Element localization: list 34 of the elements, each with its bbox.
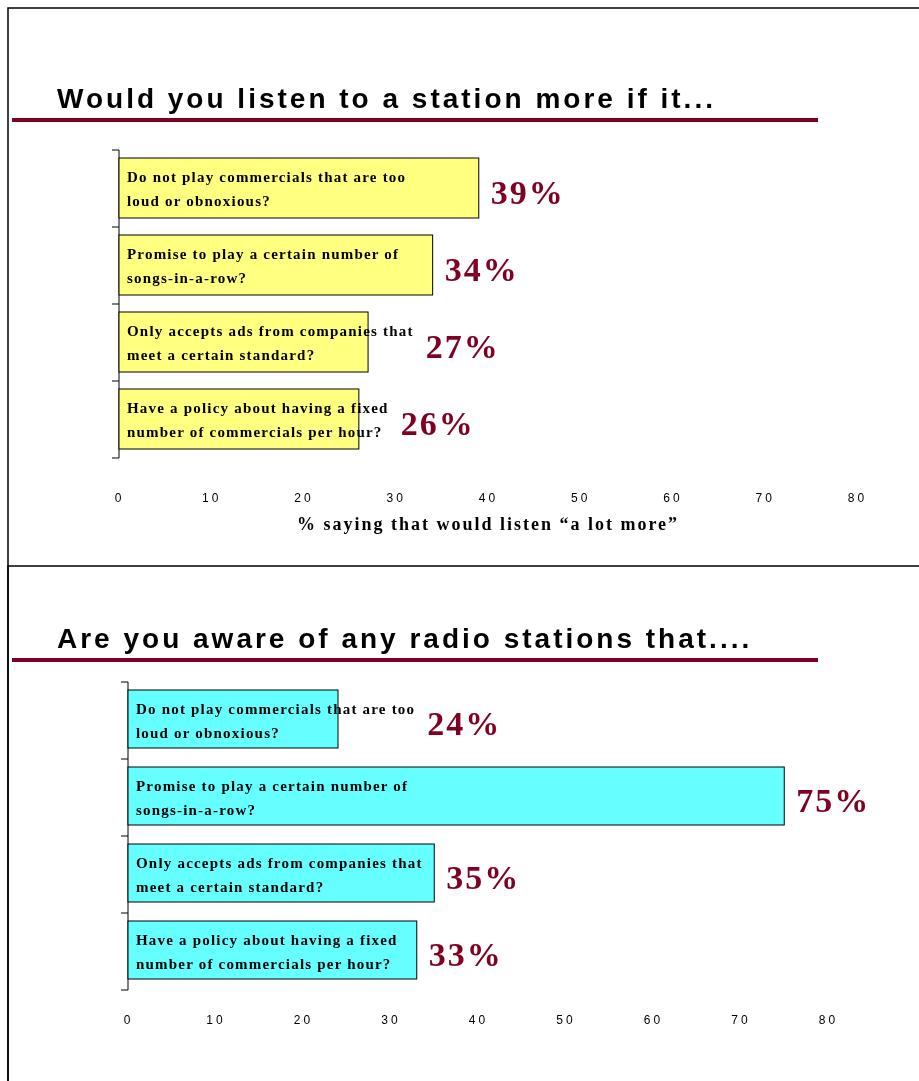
- data-label: 24%: [427, 705, 502, 742]
- x-tick-label: 80: [818, 1012, 839, 1027]
- x-tick-label: 30: [381, 1012, 401, 1027]
- x-tick-label: 50: [556, 1012, 576, 1027]
- data-label: 27%: [425, 328, 500, 365]
- x-tick-label: 0: [114, 490, 125, 505]
- x-axis-title: % saying that would listen “a lot more”: [296, 514, 680, 534]
- x-tick-label: 40: [468, 1012, 489, 1027]
- y-tick-label: Only accepts ads from companies that meet a certain standard?: [136, 855, 423, 895]
- x-tick-label: 60: [663, 490, 683, 505]
- x-tick-label: 70: [755, 490, 775, 505]
- data-label: 34%: [444, 251, 519, 288]
- y-tick-label: Promise to play a certain number of songs-in-a-row?: [136, 778, 409, 818]
- x-tick-label: 70: [731, 1012, 751, 1027]
- x-tick-label: 60: [643, 1012, 664, 1027]
- y-tick-label: Promise to play a certain number of songs-in-a-row?: [127, 246, 400, 286]
- x-tick-label: 0: [123, 1012, 134, 1027]
- data-label: 35%: [446, 859, 521, 896]
- x-tick-label: 30: [386, 490, 406, 505]
- x-tick-label: 80: [847, 490, 868, 505]
- chart-title: Are you aware of any radio stations that....: [57, 623, 753, 654]
- x-tick-label: 20: [293, 1012, 314, 1027]
- x-tick-label: 40: [478, 490, 499, 505]
- y-tick-label: Have a policy about having a fixed number of commercials per hour?: [136, 932, 398, 972]
- data-label: 75%: [796, 782, 871, 819]
- x-tick-label: 20: [294, 490, 314, 505]
- y-tick-label: Do not play commercials that are too loud or obnoxious?: [127, 169, 407, 209]
- x-tick-label: 50: [571, 490, 591, 505]
- data-label: 26%: [400, 405, 475, 442]
- data-label: 39%: [490, 174, 565, 211]
- x-tick-label: 10: [206, 1012, 226, 1027]
- data-label: 33%: [428, 936, 503, 973]
- chart-title: Would you listen to a station more if it...: [57, 83, 716, 114]
- x-tick-label: 10: [202, 490, 222, 505]
